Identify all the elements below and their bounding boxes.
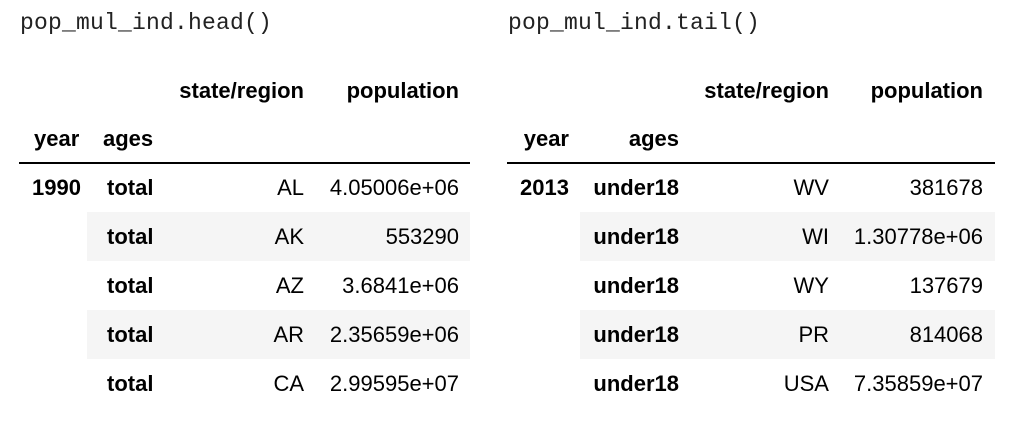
column-header-population: population: [346, 77, 459, 103]
table-row: total CA 2.99595e+07: [19, 359, 470, 408]
index-ages: under18: [593, 272, 679, 298]
cell-state: WY: [793, 272, 829, 298]
row-stripe: [87, 212, 470, 261]
table-row: 2013 under18 WV 381678: [507, 164, 995, 212]
index-header-row: year ages: [507, 115, 995, 164]
table-row: under18 WY 137679: [507, 261, 995, 310]
index-header-ages: ages: [103, 125, 154, 151]
table-row: total AK 553290: [19, 212, 470, 261]
table-row: 1990 total AL 4.05006e+06: [19, 164, 470, 212]
table-row: under18 PR 814068: [507, 310, 995, 359]
cell-population: 137679: [909, 272, 983, 298]
index-ages: under18: [593, 321, 679, 347]
cell-population: 2.99595e+07: [329, 370, 459, 396]
table-row: under18 WI 1.30778e+06: [507, 212, 995, 261]
row-stripe: [87, 310, 470, 359]
cell-population: 2.35659e+06: [329, 321, 459, 347]
column-header-row: state/region population: [19, 66, 470, 115]
cell-population: 553290: [385, 223, 459, 249]
index-header-ages: ages: [628, 125, 679, 151]
cell-state: WI: [802, 223, 829, 249]
index-ages: total: [107, 321, 154, 347]
cell-state: AL: [277, 175, 304, 200]
cell-population: 1.30778e+06: [853, 223, 983, 249]
index-header-year: year: [523, 125, 569, 151]
cell-state: USA: [783, 370, 829, 396]
cell-state: AK: [274, 223, 304, 249]
code-cell-tail: pop_mul_ind.tail(): [508, 10, 761, 36]
cell-state: PR: [798, 321, 829, 347]
cell-population: 3.6841e+06: [342, 272, 459, 298]
index-ages: total: [107, 175, 154, 200]
row-stripe: [580, 212, 995, 261]
cell-state: CA: [273, 370, 304, 396]
cell-state: AZ: [275, 272, 304, 298]
cell-state: AR: [273, 321, 304, 347]
index-ages: total: [107, 223, 154, 249]
cell-population: 814068: [909, 321, 983, 347]
column-header-state: state/region: [704, 77, 829, 103]
code-cell-head: pop_mul_ind.head(): [20, 10, 273, 36]
cell-population: 4.05006e+06: [329, 175, 459, 200]
dataframe-head: state/region population year ages 1990 t…: [19, 66, 470, 408]
index-ages: under18: [593, 370, 679, 396]
index-ages: under18: [593, 223, 679, 249]
cell-population: 7.35859e+07: [853, 370, 983, 396]
index-year: 2013: [520, 175, 569, 200]
table-row: total AR 2.35659e+06: [19, 310, 470, 359]
row-stripe: [580, 310, 995, 359]
column-header-state: state/region: [179, 77, 304, 103]
cell-state: WV: [793, 175, 829, 200]
index-ages: total: [107, 370, 154, 396]
column-header-row: state/region population: [507, 66, 995, 115]
index-year: 1990: [32, 175, 81, 200]
column-header-population: population: [870, 77, 983, 103]
table-row: total AZ 3.6841e+06: [19, 261, 470, 310]
index-ages: total: [107, 272, 154, 298]
dataframe-tail: state/region population year ages 2013 u…: [507, 66, 995, 408]
table-row: under18 USA 7.35859e+07: [507, 359, 995, 408]
index-ages: under18: [593, 175, 679, 200]
cell-population: 381678: [909, 175, 983, 200]
index-header-year: year: [34, 125, 80, 151]
index-header-row: year ages: [19, 115, 470, 164]
